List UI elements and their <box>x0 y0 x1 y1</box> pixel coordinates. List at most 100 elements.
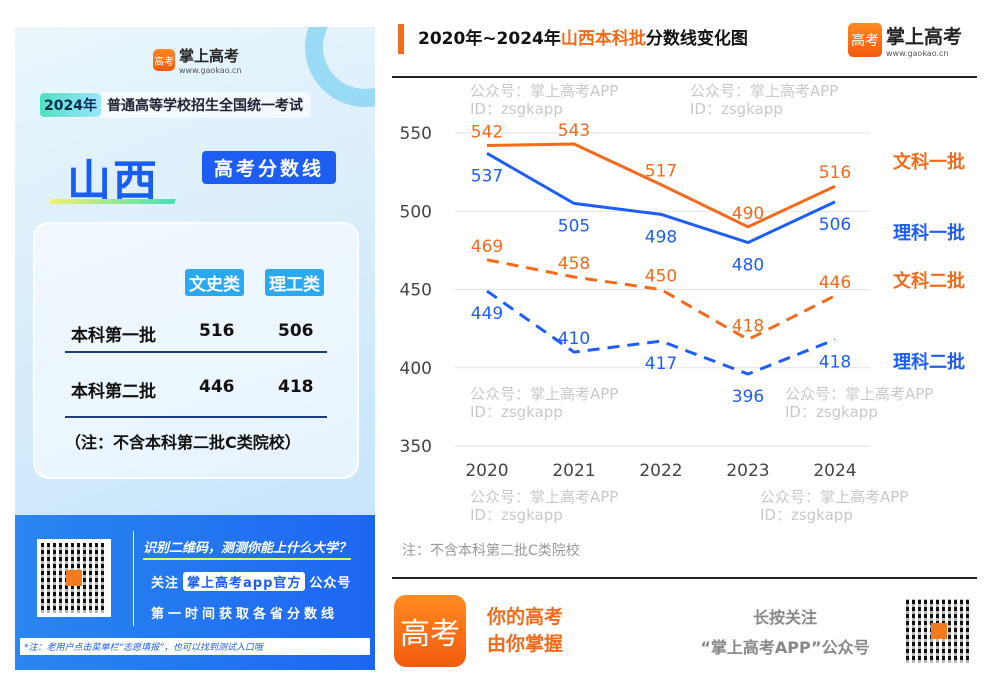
data-label: 458 <box>558 254 590 274</box>
y-tick-label: 500 <box>400 202 432 222</box>
data-label: 449 <box>471 304 503 324</box>
follow-text: 长按关注 “掌上高考APP”公众号 <box>680 603 890 663</box>
watermark-line1: 公众号：掌上高考APP <box>690 82 839 100</box>
data-label: 498 <box>645 227 677 247</box>
series-line <box>486 152 836 245</box>
data-label: 446 <box>819 273 851 293</box>
data-label: 417 <box>645 354 677 374</box>
qr-logo-icon <box>66 570 82 586</box>
watermark: 公众号：掌上高考APP ID：zsgkapp <box>470 385 618 421</box>
data-label: 469 <box>471 237 503 257</box>
watermark: 公众号：掌上高考APP ID：zsgkapp <box>760 488 908 524</box>
data-label: 396 <box>732 387 764 407</box>
app-icon: 高考 <box>394 595 466 667</box>
series-line <box>486 289 836 376</box>
series-label: 理科一批 <box>893 222 965 244</box>
header-url: www.gaokao.cn <box>886 49 949 58</box>
x-tick-label: 2023 <box>726 461 769 481</box>
x-tick-label: 2024 <box>813 461 856 481</box>
series-line <box>486 258 836 342</box>
watermark-line2: ID：zsgkapp <box>470 100 563 118</box>
data-label: 506 <box>819 215 851 235</box>
footer-qr-code[interactable] <box>902 595 976 667</box>
follow-account: 掌上高考app官方 <box>183 572 306 591</box>
brand-url: www.gaokao.cn <box>179 66 242 75</box>
score-table-card: 文史类 理工类 本科第一批 516 506 本科第二批 446 418 （注：不… <box>33 222 359 479</box>
title-suffix: 分数线变化图 <box>645 29 748 49</box>
exam-name: 普通高等学校招生全国统一考试 <box>106 98 303 114</box>
x-tick-label: 2021 <box>552 461 595 481</box>
divider <box>392 577 977 579</box>
slogan-line1: 你的高考 <box>487 606 564 628</box>
watermark-line2: ID：zsgkapp <box>470 506 563 524</box>
watermark-line2: ID：zsgkapp <box>690 100 783 118</box>
data-label: 480 <box>732 256 764 276</box>
row-label-tier1: 本科第一批 <box>71 326 156 346</box>
follow-line1: 长按关注 <box>752 608 817 627</box>
column-header-liberal-arts: 文史类 <box>185 269 244 296</box>
brand-logo: 高考 掌上高考 www.gaokao.cn <box>153 45 241 75</box>
watermark-line2: ID：zsgkapp <box>760 506 853 524</box>
exam-year: 2024年 <box>40 93 101 117</box>
watermark-line2: ID：zsgkapp <box>470 403 563 421</box>
score-line-tag: 高考分数线 <box>202 151 337 184</box>
y-tick-label: 450 <box>400 281 432 301</box>
follow-line2: “掌上高考APP”公众号 <box>700 638 870 657</box>
y-tick-label: 400 <box>400 359 432 379</box>
watermark-line1: 公众号：掌上高考APP <box>470 82 619 100</box>
series-line <box>486 142 836 229</box>
series-label: 文科二批 <box>893 270 965 292</box>
column-header-science: 理工类 <box>265 269 324 296</box>
tier1-liberal-score: 516 <box>199 321 235 341</box>
watermark-line1: 公众号：掌上高考APP <box>470 385 619 403</box>
data-label: 418 <box>819 353 851 373</box>
x-tick-label: 2020 <box>465 461 508 481</box>
gaokao-logo-icon: 高考 <box>153 49 175 71</box>
data-label: 505 <box>558 216 590 236</box>
data-label: 543 <box>558 121 590 141</box>
header-brand-name: 掌上高考 <box>886 26 963 48</box>
data-label: 450 <box>645 267 677 287</box>
title-highlight: 山西本科批 <box>560 29 646 49</box>
x-tick-label: 2022 <box>639 461 682 481</box>
series-label: 文科一批 <box>893 151 965 173</box>
header-brand: 高考 掌上高考 www.gaokao.cn <box>848 22 962 58</box>
data-label: 517 <box>645 162 677 182</box>
data-label: 418 <box>732 317 764 337</box>
data-label: 490 <box>732 204 764 224</box>
chart-note: 注：不含本科第二批C类院校 <box>402 543 580 559</box>
promo-line3: 第一时间获取各省分数线 <box>151 607 339 622</box>
chart-title: 2020年~2024年山西本科批分数线变化图 <box>398 24 748 54</box>
exam-banner: 2024年 普通高等学校招生全国统一考试 <box>40 92 311 118</box>
y-tick-label: 550 <box>400 124 432 144</box>
row-label-tier2: 本科第二批 <box>71 382 156 402</box>
gaokao-logo-icon: 高考 <box>848 23 882 57</box>
watermark: 公众号：掌上高考APP ID：zsgkapp <box>470 488 618 524</box>
series-label: 理科二批 <box>893 351 965 373</box>
divider <box>133 531 134 626</box>
watermark-line2: ID：zsgkapp <box>785 403 878 421</box>
province-title: 山西 <box>67 156 159 207</box>
slogan: 你的高考 由你掌握 <box>487 604 563 658</box>
watermark: 公众号：掌上高考APP ID：zsgkapp <box>690 82 838 118</box>
data-label: 516 <box>819 163 851 183</box>
tier2-science-score: 418 <box>278 377 314 397</box>
brand-name: 掌上高考 <box>179 47 240 65</box>
title-years: 2020年~2024年 <box>418 29 561 49</box>
watermark-line1: 公众号：掌上高考APP <box>785 385 934 403</box>
promo-headline: 识别二维码，测测你能上什么大学？ <box>143 537 352 560</box>
follow-prefix: 关注 <box>151 576 180 591</box>
watermark: 公众号：掌上高考APP ID：zsgkapp <box>785 385 933 421</box>
divider <box>65 416 327 418</box>
data-label: 410 <box>558 329 590 349</box>
data-label: 542 <box>471 123 503 143</box>
data-label: 537 <box>471 166 503 186</box>
promo-footnote: *注：老用户点击菜单栏“志愿填报”，也可以找到测试入口哦 <box>20 638 370 655</box>
qr-code[interactable] <box>37 539 111 617</box>
qr-logo-icon <box>931 623 947 639</box>
divider <box>65 351 327 353</box>
y-tick-label: 350 <box>400 437 432 457</box>
divider <box>392 76 977 78</box>
watermark-line1: 公众号：掌上高考APP <box>760 488 909 506</box>
